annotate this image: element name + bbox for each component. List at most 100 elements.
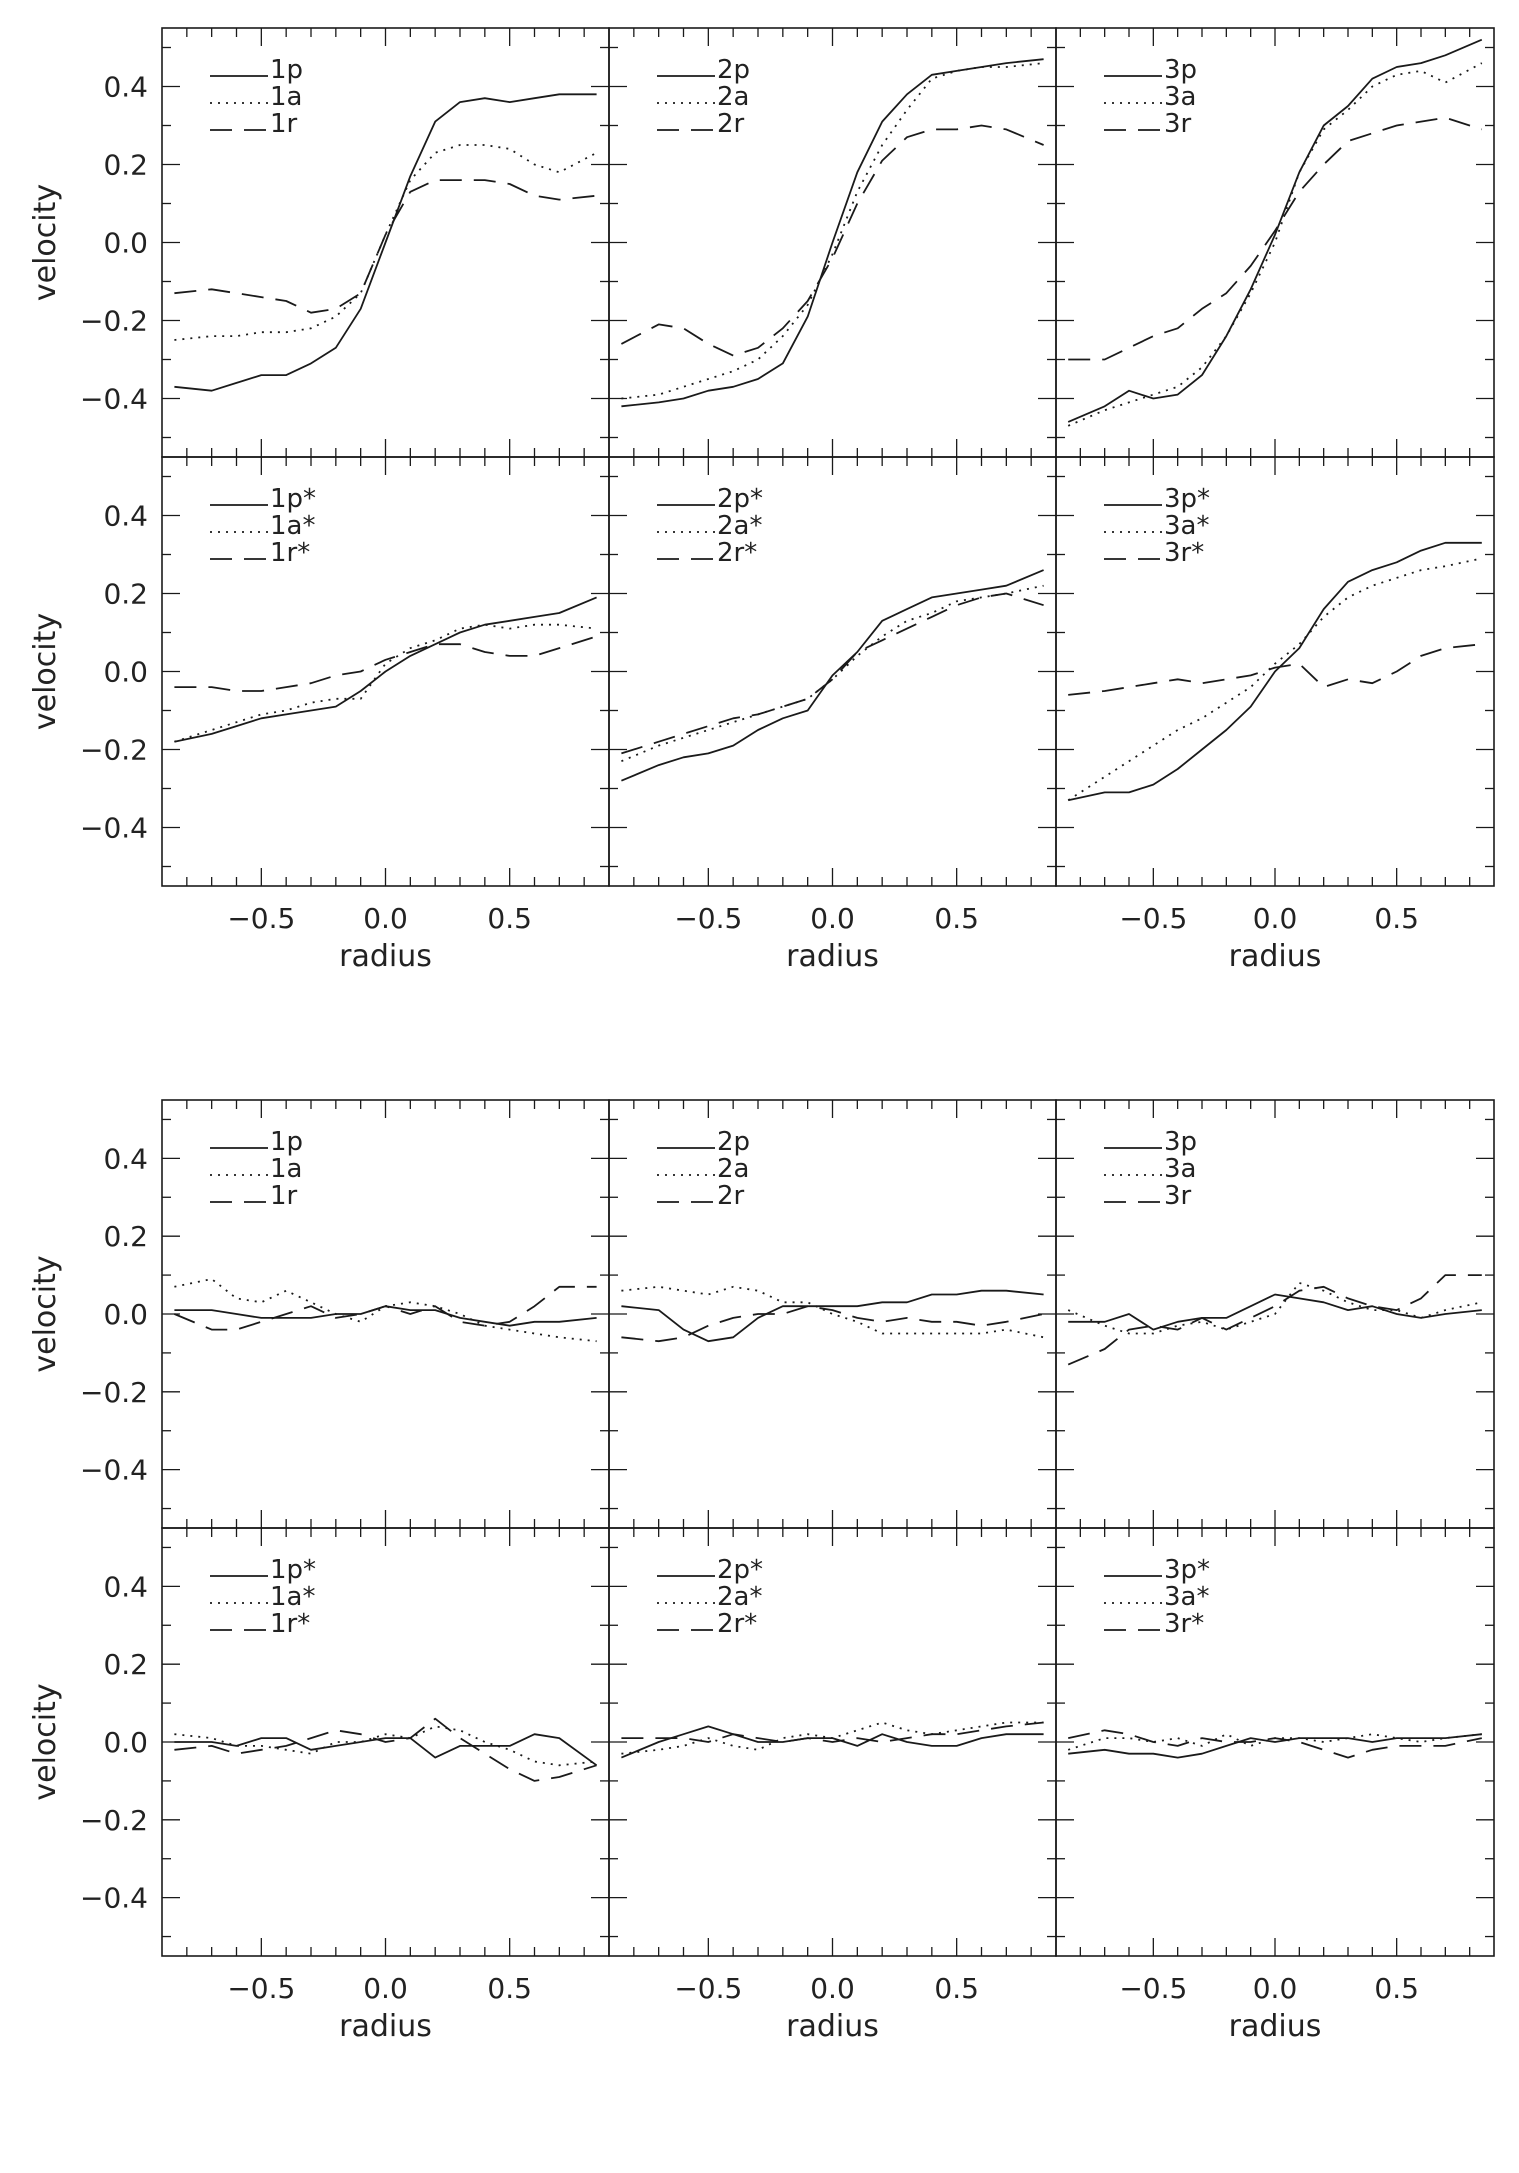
series-line-2rstar	[621, 1721, 1044, 1743]
x-tick-label: 0.5	[487, 902, 532, 935]
series-line-2rstar	[621, 592, 1044, 755]
y-tick-label: 0.0	[103, 1298, 148, 1331]
x-axis-label: radius	[786, 2009, 879, 2044]
y-tick-label: −0.2	[80, 734, 148, 767]
legend-label: 3p	[1164, 1127, 1197, 1157]
series-line-3rstar	[1068, 643, 1482, 696]
series-line-2p	[621, 1289, 1044, 1343]
series-line-1rstar	[174, 635, 597, 692]
legend-label: 1r*	[270, 1609, 310, 1639]
y-axis-label: velocity	[28, 1683, 63, 1800]
series-line-3pstar	[1068, 1733, 1482, 1759]
legend-label: 3r	[1164, 109, 1192, 139]
x-axis-label: radius	[339, 939, 432, 974]
x-tick-label: −0.5	[1119, 902, 1187, 935]
x-tick-label: 0.0	[810, 1972, 855, 2005]
x-axis-label: radius	[1229, 2009, 1322, 2044]
y-tick-label: −0.4	[80, 1882, 148, 1915]
legend-label: 1p*	[270, 484, 316, 514]
x-tick-label: 0.5	[487, 1972, 532, 2005]
panel-top-4: −0.4 −0.2 0.0 0.2 0.4 velocity −0.5 0.0 0.5 radiu…	[28, 456, 610, 974]
legend-label: 1r	[270, 109, 298, 139]
y-tick-label: 0.0	[103, 656, 148, 689]
y-tick-label: −0.4	[80, 812, 148, 845]
legend-label: 3r*	[1164, 1609, 1204, 1639]
series-line-1p	[174, 1305, 597, 1327]
series-line-1pstar	[174, 596, 597, 743]
legend-label: 2a*	[717, 511, 762, 541]
y-tick-label: 0.2	[103, 1220, 148, 1253]
panel-frame	[608, 456, 1057, 887]
panel-bottom-6: −0.5 0.0 0.5 radius 3p*3a*3r*	[1055, 1527, 1495, 2044]
series-line-3r	[1067, 1274, 1482, 1366]
series-line-2a	[621, 62, 1044, 400]
legend-label: 3p	[1164, 55, 1197, 85]
legend-label: 2p	[717, 1127, 750, 1157]
series-line-2pstar	[621, 569, 1044, 782]
legend-label: 1a	[270, 1154, 302, 1184]
series-line-1pstar	[174, 1733, 598, 1767]
y-tick-label: −0.2	[80, 1376, 148, 1409]
legend-label: 1p	[270, 1127, 303, 1157]
x-tick-label: −0.5	[227, 902, 295, 935]
series-line-2astar	[621, 584, 1044, 763]
y-tick-label: 0.4	[103, 1570, 148, 1603]
legend-label: 1p	[270, 55, 303, 85]
legend-label: 2p*	[717, 484, 763, 514]
panel-frame	[608, 1099, 1057, 1529]
x-tick-label: −0.5	[227, 1972, 295, 2005]
legend-label: 2a	[717, 82, 749, 112]
x-tick-label: 0.5	[934, 1972, 979, 2005]
legend-label: 3p*	[1164, 484, 1210, 514]
series-line-3astar	[1067, 557, 1482, 801]
series-line-2r	[620, 124, 1044, 357]
y-tick-label: 0.4	[103, 1142, 148, 1175]
x-tick-label: 0.0	[363, 1972, 408, 2005]
legend-label: 2r	[717, 109, 745, 139]
series-line-2astar	[621, 1721, 1044, 1755]
x-tick-label: 0.0	[363, 902, 408, 935]
x-tick-label: 0.0	[1253, 1972, 1298, 2005]
y-axis-label: velocity	[28, 613, 63, 730]
series-line-3p	[1067, 38, 1483, 423]
series-line-1astar	[174, 1725, 597, 1767]
panel-frame	[1055, 27, 1495, 458]
y-tick-label: −0.2	[80, 305, 148, 338]
legend-label: 1r*	[270, 538, 310, 568]
legend-label: 3a	[1164, 82, 1196, 112]
y-tick-label: 0.4	[103, 71, 148, 104]
legend-label: 2r	[717, 1181, 745, 1211]
panel-top-6: −0.5 0.0 0.5 radius 3p*3a*3r*	[1055, 456, 1495, 974]
x-axis-label: radius	[339, 2009, 432, 2044]
y-tick-label: 0.4	[103, 500, 148, 533]
series-line-1r	[174, 1285, 597, 1331]
series-line-3rstar	[1068, 1729, 1482, 1759]
y-tick-label: −0.2	[80, 1804, 148, 1837]
series-line-1p	[174, 93, 597, 392]
y-axis-label: velocity	[28, 1255, 63, 1372]
x-tick-label: 0.5	[1374, 1972, 1419, 2005]
legend-label: 2p	[717, 55, 750, 85]
legend-label: 1p*	[270, 1555, 316, 1585]
series-line-3r	[1068, 116, 1483, 361]
legend-label: 2r*	[717, 1609, 757, 1639]
series-line-2r	[621, 1305, 1044, 1343]
panel-bottom-5: −0.5 0.0 0.5 radius 2p*2a*2r*	[608, 1527, 1057, 2044]
series-line-1rstar	[174, 1717, 597, 1782]
legend-label: 1a	[270, 82, 302, 112]
legend-label: 3a	[1164, 1154, 1196, 1184]
legend-label: 3r	[1164, 1181, 1192, 1211]
series-line-3a	[1067, 62, 1483, 427]
y-tick-label: 0.0	[103, 227, 148, 260]
y-axis-label: velocity	[28, 184, 63, 301]
legend-label: 2a	[717, 1154, 749, 1184]
series-line-3p	[1068, 1293, 1482, 1331]
series-line-1a	[174, 1278, 597, 1343]
legend-label: 3a*	[1164, 1582, 1209, 1612]
